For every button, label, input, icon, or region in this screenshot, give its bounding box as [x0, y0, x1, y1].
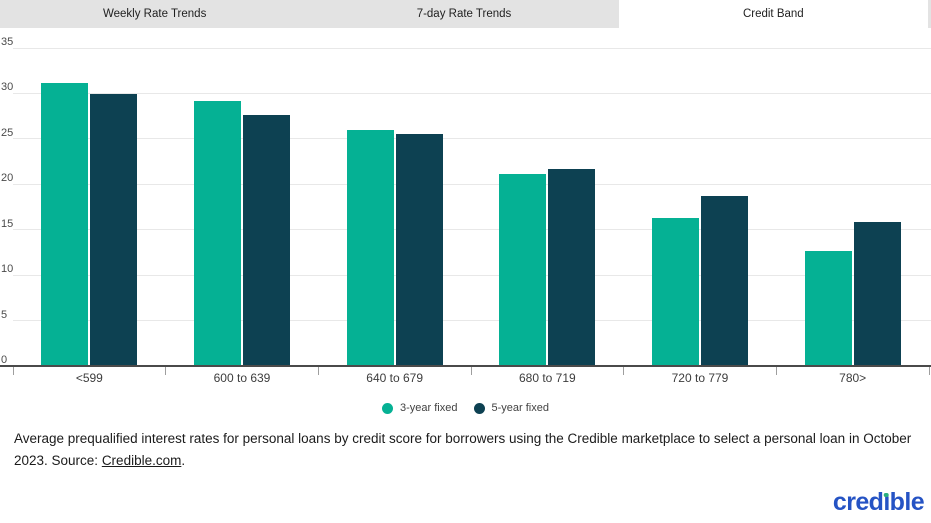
bar-3-year-fixed [346, 129, 394, 366]
logo-i-dot-icon: ı [883, 488, 890, 516]
y-axis-label: 20 [1, 172, 14, 185]
bar-5-year-fixed [90, 94, 138, 366]
y-axis-label: 35 [1, 36, 14, 48]
y-axis-label: 0 [1, 354, 8, 366]
credible-com-link[interactable]: Credible.com [101, 452, 182, 468]
x-axis-tick [623, 367, 625, 375]
y-axis-label: 25 [1, 126, 14, 139]
x-axis-label: 780> [839, 371, 867, 385]
x-axis-tick [470, 367, 472, 375]
bar-5-year-fixed [243, 115, 290, 366]
bar-5-year-fixed [548, 168, 596, 366]
gridline-10 [13, 274, 931, 276]
x-axis-line [0, 365, 931, 367]
tab-credit-band[interactable]: Credit Band [618, 0, 928, 28]
bar-3-year-fixed [804, 250, 852, 366]
x-axis-tick [165, 367, 167, 375]
credible-logo: credı ble [832, 488, 925, 516]
gridline-30 [13, 92, 931, 94]
y-axis-label: 30 [1, 81, 14, 94]
gridline-20 [13, 183, 931, 185]
bar-3-year-fixed [652, 217, 699, 366]
gridline-5 [13, 320, 931, 322]
caption-text: Average prequalified interest rates for … [14, 431, 912, 468]
tab-bar: Weekly Rate Trends 7-day Rate Trends Cre… [0, 0, 931, 28]
y-axis-label: 5 [1, 308, 8, 321]
x-axis-label: 680 to 719 [518, 371, 576, 385]
tab-weekly-rate-trends[interactable]: Weekly Rate Trends [102, 8, 207, 20]
chart-legend: 3-year fixed 5-year fixed [0, 401, 931, 415]
tab-7day-rate-trends[interactable]: 7-day Rate Trends [416, 8, 512, 20]
x-axis-tick [317, 367, 319, 375]
legend-swatch-5-year-icon [473, 402, 485, 414]
bar-3-year-fixed [194, 100, 241, 366]
bar-3-year-fixed [499, 174, 547, 366]
chart-caption: Average prequalified interest rates for … [14, 428, 919, 471]
gridline-25 [13, 138, 931, 140]
bar-5-year-fixed [395, 134, 443, 366]
x-axis-label: 720 to 779 [671, 371, 729, 385]
bar-3-year-fixed [41, 82, 89, 366]
caption-suffix: . [181, 452, 186, 468]
legend-item-5-year-fixed[interactable]: 5-year fixed [473, 402, 549, 414]
x-axis-tick [775, 367, 777, 375]
y-axis-label: 15 [1, 217, 14, 230]
gridline-35 [13, 47, 931, 49]
legend-label: 3-year fixed [400, 402, 458, 414]
y-axis-label: 10 [1, 263, 14, 276]
gridline-15 [13, 229, 931, 231]
legend-item-3-year-fixed[interactable]: 3-year fixed [382, 402, 458, 414]
x-axis-label: <599 [75, 371, 103, 385]
bar-5-year-fixed [853, 222, 901, 366]
legend-swatch-3-year-icon [382, 402, 394, 414]
legend-label: 5-year fixed [491, 402, 549, 414]
x-axis-label: 640 to 679 [366, 371, 424, 385]
bar-5-year-fixed [701, 196, 748, 366]
x-axis-tick [928, 367, 930, 375]
x-axis-tick [12, 367, 14, 375]
x-axis-label: 600 to 639 [213, 371, 271, 385]
